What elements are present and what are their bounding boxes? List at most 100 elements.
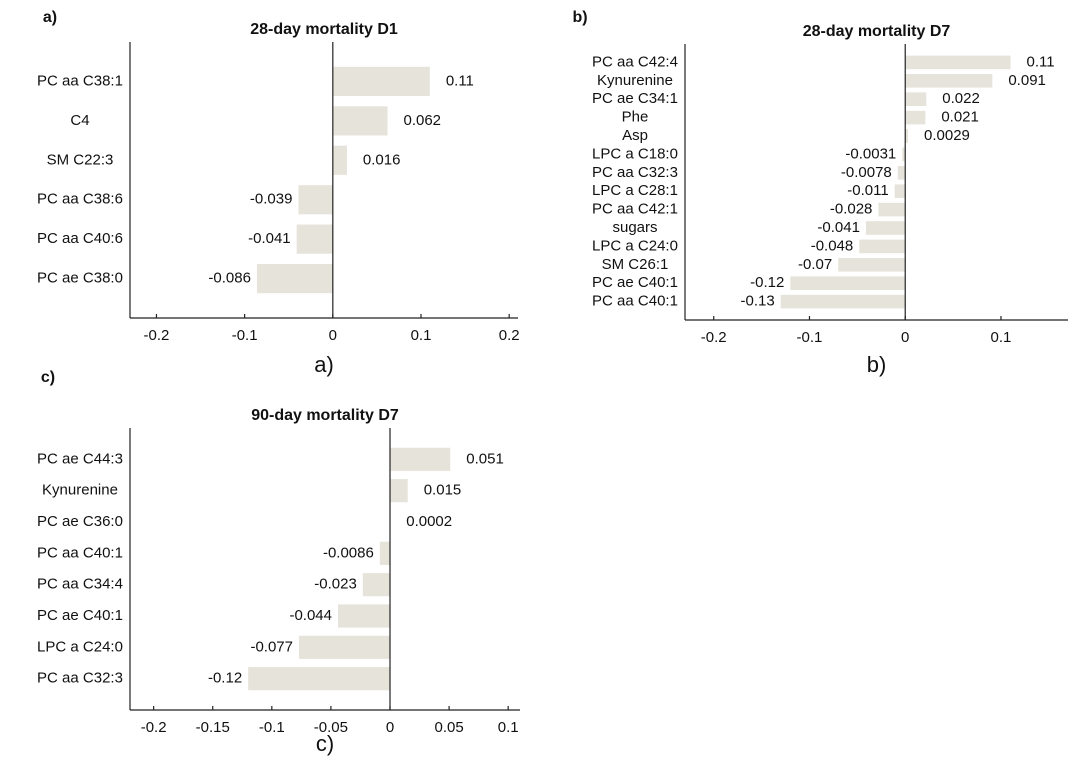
category-label: PC aa C40:1 <box>37 544 123 561</box>
x-tick-label: 0.1 <box>498 719 519 736</box>
category-label: PC ae C40:1 <box>37 607 123 624</box>
value-label: -0.086 <box>208 270 251 287</box>
value-label: 0.062 <box>403 112 441 129</box>
x-tick-label: -0.2 <box>144 327 170 344</box>
value-label: 0.015 <box>424 482 462 499</box>
panel-label: b) <box>572 9 587 26</box>
bar <box>905 73 993 88</box>
value-label: 0.0002 <box>406 513 452 530</box>
category-label: PC aa C32:3 <box>592 164 678 181</box>
x-tick-label: -0.2 <box>141 719 167 736</box>
category-label: SM C26:1 <box>602 256 669 273</box>
bar <box>790 276 906 291</box>
bar <box>256 263 333 294</box>
value-label: 0.021 <box>941 109 979 126</box>
value-label: -0.011 <box>847 182 888 199</box>
value-label: -0.048 <box>811 237 854 254</box>
value-label: -0.041 <box>248 230 291 247</box>
value-label: 0.016 <box>363 151 401 168</box>
category-label: Kynurenine <box>42 482 118 499</box>
value-label: -0.0031 <box>845 145 896 162</box>
value-label: -0.077 <box>250 638 293 655</box>
caption: b) <box>867 352 887 377</box>
category-label: PC ae C40:1 <box>592 274 678 291</box>
bar <box>332 145 347 175</box>
category-label: sugars <box>612 219 657 236</box>
chart-title: 28-day mortality D1 <box>250 21 398 38</box>
value-label: 0.022 <box>942 90 980 107</box>
category-label: PC ae C36:0 <box>37 513 123 530</box>
category-label: PC ae C44:3 <box>37 450 123 467</box>
value-label: 0.051 <box>466 450 504 467</box>
chart-title: 90-day mortality D7 <box>251 407 399 424</box>
x-tick-label: 0 <box>329 327 337 344</box>
category-label: LPC a C24:0 <box>592 237 678 254</box>
bar <box>905 55 1011 70</box>
category-label: Asp <box>622 127 648 144</box>
category-label: PC aa C32:3 <box>37 670 123 687</box>
x-tick-label: -0.1 <box>797 329 823 346</box>
category-label: LPC a C28:1 <box>592 182 678 199</box>
x-tick-label: 0.1 <box>991 329 1012 346</box>
category-label: PC ae C38:0 <box>37 270 123 287</box>
x-tick-label: -0.2 <box>701 329 727 346</box>
chart-title: 28-day mortality D7 <box>803 23 951 40</box>
category-label: LPC a C24:0 <box>37 638 123 655</box>
bar <box>897 165 906 180</box>
bar <box>905 129 909 143</box>
value-label: -0.07 <box>798 256 832 273</box>
category-label: PC aa C42:4 <box>592 53 678 70</box>
bar <box>902 147 906 162</box>
bar <box>362 573 390 597</box>
value-label: -0.041 <box>817 219 860 236</box>
bar <box>905 110 926 125</box>
caption: c) <box>316 731 334 756</box>
value-label: -0.12 <box>750 274 784 291</box>
value-label: 0.11 <box>1027 53 1055 70</box>
value-label: 0.0029 <box>924 127 970 144</box>
category-label: Phe <box>622 109 649 126</box>
bar <box>390 479 408 503</box>
category-label: PC aa C38:1 <box>37 72 123 89</box>
value-label: -0.044 <box>289 607 332 624</box>
value-label: -0.023 <box>314 576 357 593</box>
x-tick-label: -0.05 <box>314 719 348 736</box>
x-tick-label: -0.1 <box>259 719 285 736</box>
x-tick-label: -0.1 <box>232 327 258 344</box>
panel-label: a) <box>43 9 57 26</box>
bar <box>894 184 906 199</box>
category-label: PC aa C34:4 <box>37 576 123 593</box>
bar <box>859 239 906 254</box>
bar <box>332 106 388 136</box>
bar <box>296 224 333 254</box>
bar <box>878 202 906 217</box>
value-label: -0.028 <box>830 201 873 218</box>
category-label: C4 <box>70 112 89 129</box>
value-label: -0.0086 <box>323 544 374 561</box>
value-label: -0.0078 <box>841 164 892 181</box>
value-label: 0.091 <box>1008 72 1046 89</box>
bar <box>338 604 390 628</box>
category-label: SM C22:3 <box>47 151 114 168</box>
bar <box>390 447 451 471</box>
category-label: PC aa C40:6 <box>37 230 123 247</box>
x-tick-label: -0.15 <box>196 719 230 736</box>
panel-label: c) <box>41 369 55 386</box>
caption: a) <box>314 352 334 377</box>
x-tick-label: 0.05 <box>434 719 463 736</box>
bar <box>379 541 390 565</box>
value-label: 0.11 <box>446 72 474 89</box>
bar <box>298 185 333 215</box>
bar <box>838 257 906 272</box>
x-tick-label: 0 <box>386 719 394 736</box>
bar <box>780 294 906 309</box>
category-label: PC aa C40:1 <box>592 293 678 310</box>
value-label: -0.13 <box>741 293 775 310</box>
value-label: -0.12 <box>208 670 242 687</box>
x-tick-label: 0.2 <box>499 327 520 344</box>
category-label: PC ae C34:1 <box>592 90 678 107</box>
value-label: -0.039 <box>250 191 293 208</box>
bar <box>865 221 906 235</box>
bar <box>905 92 927 107</box>
